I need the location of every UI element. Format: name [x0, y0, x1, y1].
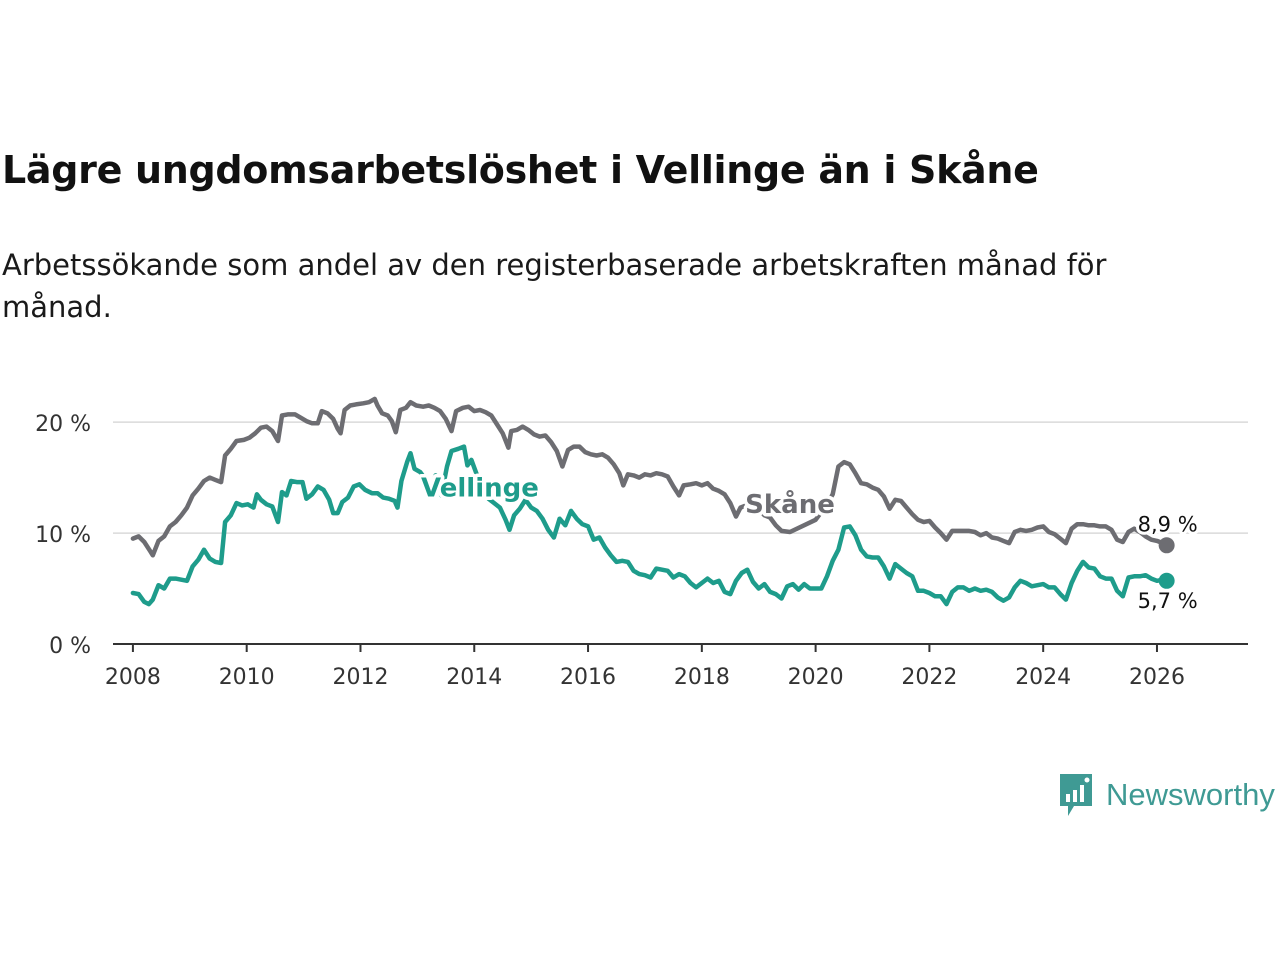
x-tick-label: 2008 — [105, 665, 161, 690]
x-tick-label: 2014 — [446, 665, 502, 690]
x-tick-label: 2026 — [1129, 665, 1185, 690]
chart-subtitle: Arbetssökande som andel av den registerb… — [2, 248, 1107, 324]
end-point-skåne — [1158, 537, 1175, 554]
y-tick-label: 10 % — [35, 523, 91, 548]
x-tick-label: 2022 — [901, 665, 957, 690]
y-tick-label: 0 % — [49, 634, 91, 659]
series-label-vellinge: Vellinge — [421, 473, 539, 503]
series-line-skåne — [130, 396, 1169, 558]
line-chart: 0 % 10 % 20 % 2008 2010 2012 2014 2016 2018 2020 2… — [35, 396, 1248, 690]
x-tick-label: 2010 — [219, 665, 275, 690]
x-tick-label: 2016 — [560, 665, 616, 690]
series-lines — [130, 396, 1175, 607]
series-label-skåne: Skåne — [745, 488, 835, 520]
end-value-label-vellinge: 5,7 % — [1138, 589, 1198, 613]
newsworthy-logo-text: Newsworthy — [1106, 777, 1275, 812]
gridlines — [113, 421, 1248, 534]
chart-labels: Vellinge Skåne 8,9 % 5,7 % — [418, 470, 1201, 616]
axes: 0 % 10 % 20 % 2008 2010 2012 2014 2016 2018 2020 2… — [35, 412, 1248, 690]
x-tick-label: 2024 — [1015, 665, 1071, 690]
x-tick-label: 2018 — [674, 665, 730, 690]
x-tick-label: 2012 — [332, 665, 388, 690]
y-tick-label: 20 % — [35, 412, 91, 437]
end-value-label-skane: 8,9 % — [1138, 512, 1198, 536]
chart-title: Lägre ungdomsarbetslöshet i Vellinge än … — [2, 148, 1039, 192]
series-line-vellinge — [130, 444, 1169, 607]
x-tick-label: 2020 — [788, 665, 844, 690]
newsworthy-logo: Newsworthy — [1058, 772, 1275, 818]
newsworthy-logo-icon — [1060, 774, 1092, 816]
end-point-vellinge — [1158, 572, 1175, 589]
